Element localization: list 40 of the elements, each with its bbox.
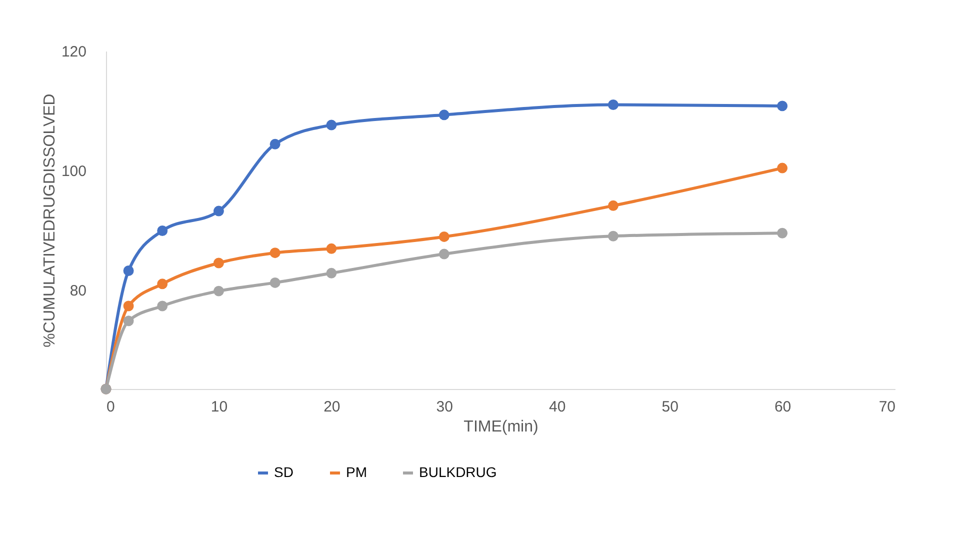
legend-label: PM	[346, 464, 367, 480]
point	[777, 228, 788, 238]
y-axis-title: %CUMULATIVEDRUGDISSOLVED	[41, 94, 58, 348]
point	[213, 286, 224, 296]
point	[438, 248, 450, 260]
x-tick-label: 30	[436, 398, 453, 416]
point	[326, 268, 337, 278]
legend-label: BULKDRUG	[419, 464, 497, 480]
x-tick-label: 70	[878, 398, 896, 416]
point	[213, 258, 224, 268]
point	[777, 100, 788, 112]
point	[270, 138, 280, 150]
point	[270, 248, 280, 258]
point	[213, 206, 224, 216]
x-tick-label: 60	[774, 398, 792, 416]
x-tick-label: 0	[106, 398, 115, 416]
point	[608, 200, 618, 211]
y-tick-label: 120	[61, 44, 86, 60]
x-tick-label: 10	[210, 398, 228, 416]
y-tick-label: 80	[70, 282, 86, 300]
x-tick-label: 40	[549, 398, 566, 416]
point	[777, 162, 788, 174]
x-tick-label: 20	[324, 398, 340, 416]
point	[157, 278, 168, 290]
y-tick-label: 100	[61, 162, 86, 180]
point	[608, 230, 618, 242]
point	[123, 266, 134, 276]
point	[438, 231, 450, 242]
point	[157, 226, 168, 236]
x-axis-title: TIME(min)	[464, 418, 538, 436]
point	[438, 110, 450, 120]
point	[326, 120, 337, 130]
point	[157, 300, 168, 312]
point	[608, 100, 618, 110]
point	[326, 243, 337, 254]
legend-label: SD	[274, 464, 294, 480]
point	[123, 316, 134, 326]
point	[123, 300, 134, 312]
x-tick-label: 50	[662, 398, 678, 416]
point	[270, 277, 280, 288]
